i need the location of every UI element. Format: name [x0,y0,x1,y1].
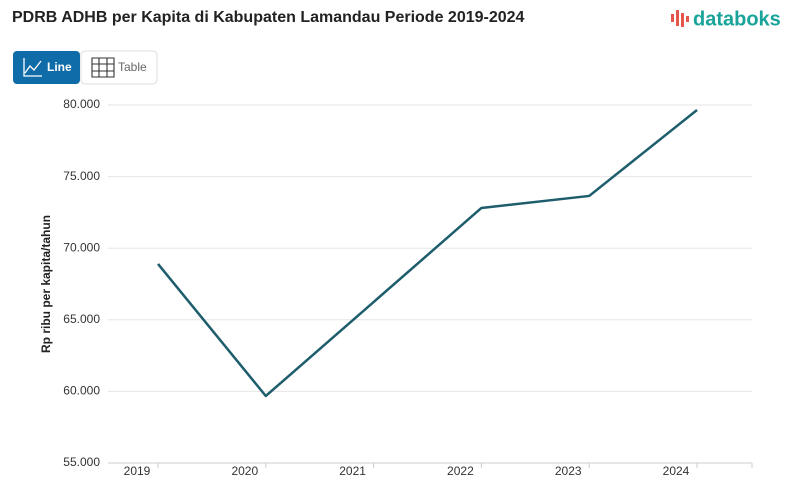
table-button[interactable]: Table [80,50,158,85]
x-tick-label: 2019 [124,464,151,478]
line-series [157,109,698,398]
y-tick-label: 55.000 [63,455,100,469]
x-tick-label: 2021 [339,464,366,478]
line-button[interactable]: Line [13,51,80,84]
x-tick-label: 2022 [447,464,474,478]
logo-icon [671,10,689,27]
x-tick-label: 2023 [555,464,582,478]
button-label: Table [118,60,147,74]
y-tick-label: 70.000 [63,240,100,254]
y-axis-label: Rp ribu per kapita/tahun [39,215,53,353]
x-tick-label: 2020 [231,464,258,478]
chart-title: PDRB ADHB per Kapita di Kabupaten Lamand… [12,9,525,26]
y-tick-label: 60.000 [63,384,100,398]
x-tick-label: 2024 [663,464,690,478]
y-tick-label: 65.000 [63,312,100,326]
y-tick-label: 80.000 [63,97,100,111]
button-label: Line [47,60,72,74]
logo: databoks [671,8,781,30]
y-tick-label: 75.000 [63,169,100,183]
logo-text: databoks [693,8,781,30]
